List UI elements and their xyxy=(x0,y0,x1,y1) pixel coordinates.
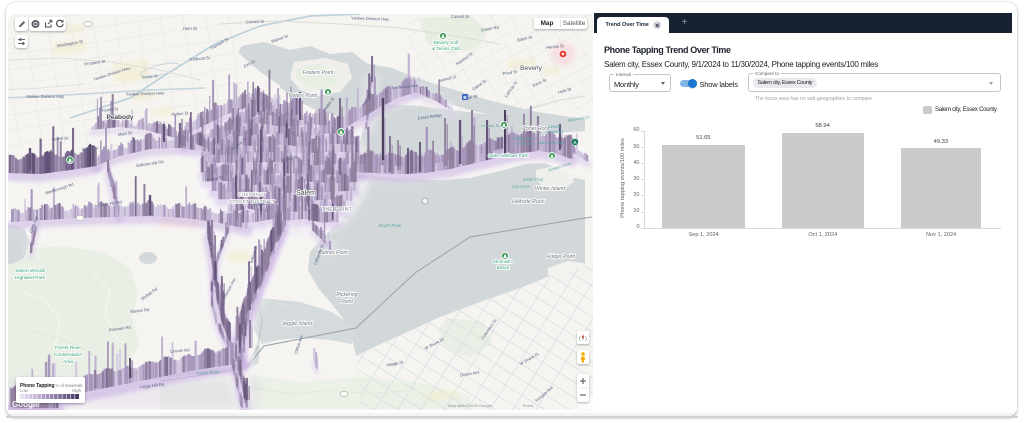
svg-text:Salem Willows Park: Salem Willows Park xyxy=(488,153,529,158)
svg-text:Cable Hill Rd: Cable Hill Rd xyxy=(98,199,123,207)
svg-text:Yankee Division Hwy: Yankee Division Hwy xyxy=(126,90,165,96)
svg-text:STREET DISTRICT: STREET DISTRICT xyxy=(229,199,276,204)
svg-text:Lincoln Rd: Lincoln Rd xyxy=(170,347,190,353)
svg-text:Forest River: Forest River xyxy=(196,369,220,376)
svg-text:Essex Bridge: Essex Bridge xyxy=(417,112,442,120)
svg-text:Google: Google xyxy=(12,400,40,409)
svg-text:): ) xyxy=(585,336,587,342)
svg-text:& Tennis Club: & Tennis Club xyxy=(432,46,460,51)
svg-text:Channel: Channel xyxy=(516,141,532,146)
svg-text:Balch St: Balch St xyxy=(517,34,534,42)
svg-text:Highland Park: Highland Park xyxy=(15,275,46,281)
svg-text:B: B xyxy=(463,95,467,100)
svg-text:Essex St: Essex St xyxy=(254,200,271,206)
svg-text:Hale St: Hale St xyxy=(557,86,572,95)
svg-text:Marion Rd: Marion Rd xyxy=(130,307,150,314)
svg-text:Winter Island: Winter Island xyxy=(535,186,566,192)
svg-text:Cat Cove: Cat Cove xyxy=(512,184,530,189)
svg-text:Point: Point xyxy=(341,299,353,305)
svg-text:Mackerel Cv: Mackerel Cv xyxy=(567,114,590,123)
svg-text:Jeggle Island: Jeggle Island xyxy=(281,321,314,327)
svg-text:Herrick St: Herrick St xyxy=(546,43,565,50)
svg-text:Stromski's: Stromski's xyxy=(493,259,514,264)
svg-text:Pond St: Pond St xyxy=(502,69,518,76)
svg-text:THE POINT: THE POINT xyxy=(322,207,352,213)
svg-text:Dane St: Dane St xyxy=(532,77,548,88)
svg-text:Porter Rock: Porter Rock xyxy=(522,126,550,132)
svg-text:Beverly: Beverly xyxy=(548,124,563,129)
svg-text:Yankee Division Hwy: Yankee Division Hwy xyxy=(26,94,65,99)
svg-text:Conservation: Conservation xyxy=(54,352,83,358)
svg-text:Peters Point: Peters Point xyxy=(289,93,318,99)
svg-text:Yankee Division Hwy: Yankee Division Hwy xyxy=(351,15,390,21)
svg-text:Monument Bar: Monument Bar xyxy=(538,140,565,145)
svg-text:Washington St: Washington St xyxy=(56,39,84,49)
svg-text:Aborn St: Aborn St xyxy=(82,145,99,151)
svg-text:Hum St: Hum St xyxy=(183,26,198,31)
svg-text:Willson St: Willson St xyxy=(249,244,259,264)
svg-text:Water St: Water St xyxy=(461,93,478,101)
svg-text:Walnut St: Walnut St xyxy=(270,33,289,44)
svg-text:Beach: Beach xyxy=(497,265,510,270)
svg-text:Sohier Rd: Sohier Rd xyxy=(480,24,500,32)
svg-text:Beverly: Beverly xyxy=(520,65,542,72)
svg-text:Channel: Channel xyxy=(547,129,563,134)
svg-text:Clifton Ave: Clifton Ave xyxy=(293,334,304,355)
svg-text:Folger Point: Folger Point xyxy=(547,254,576,260)
svg-text:Pickman Rd: Pickman Rd xyxy=(109,324,132,332)
svg-text:Smith Pool: Smith Pool xyxy=(523,177,543,182)
svg-text:Salem Woods: Salem Woods xyxy=(15,268,45,274)
svg-text:Main St: Main St xyxy=(118,130,133,137)
svg-text:Map data ©2025 Google: Map data ©2025 Google xyxy=(448,403,492,408)
svg-text:School St: School St xyxy=(439,74,458,83)
svg-text:Ocean Ave: Ocean Ave xyxy=(459,369,480,378)
svg-text:Bridge St: Bridge St xyxy=(281,154,299,163)
svg-text:Clark Ave: Clark Ave xyxy=(28,215,39,234)
svg-text:Gallows Hill Rd: Gallows Hill Rd xyxy=(136,159,165,168)
svg-text:(: ( xyxy=(579,336,581,342)
svg-text:CHESTNUT: CHESTNUT xyxy=(238,192,266,197)
svg-text:Area: Area xyxy=(63,359,73,365)
svg-text:Peabody: Peabody xyxy=(106,114,133,121)
svg-text:Prospect St: Prospect St xyxy=(84,58,107,66)
svg-text:Elm St: Elm St xyxy=(243,58,257,68)
svg-text:Terms: Terms xyxy=(523,403,534,408)
svg-text:Endicott St: Endicott St xyxy=(190,55,211,62)
svg-text:Cross St: Cross St xyxy=(142,73,159,80)
svg-text:Village St: Village St xyxy=(386,359,405,368)
svg-text:Beverly Golf: Beverly Golf xyxy=(434,40,459,45)
svg-text:Forest River: Forest River xyxy=(55,345,82,351)
svg-text:Salem: Salem xyxy=(296,190,316,197)
svg-text:Lobster Rocks: Lobster Rocks xyxy=(481,123,507,128)
svg-text:Raffia Horn: Raffia Horn xyxy=(513,136,535,141)
svg-text:Lowell St: Lowell St xyxy=(51,135,69,141)
svg-text:Essex St: Essex St xyxy=(206,175,224,183)
svg-text:Foster St: Foster St xyxy=(101,106,119,113)
svg-text:Fosters Point: Fosters Point xyxy=(303,70,334,76)
svg-text:A: A xyxy=(573,140,576,145)
svg-text:Loggs Hill Rd: Loggs Hill Rd xyxy=(139,382,164,390)
svg-text:Conant St: Conant St xyxy=(451,14,470,19)
svg-text:Conant St: Conant St xyxy=(246,19,265,25)
svg-text:Halfside Rock: Halfside Rock xyxy=(512,199,544,205)
svg-text:Hutton St: Hutton St xyxy=(171,110,189,116)
svg-text:Pickering: Pickering xyxy=(336,292,357,298)
svg-text:South River: South River xyxy=(378,223,402,228)
svg-text:Palmer Point: Palmer Point xyxy=(318,250,348,256)
svg-text:Kernwood Ave: Kernwood Ave xyxy=(391,83,418,91)
